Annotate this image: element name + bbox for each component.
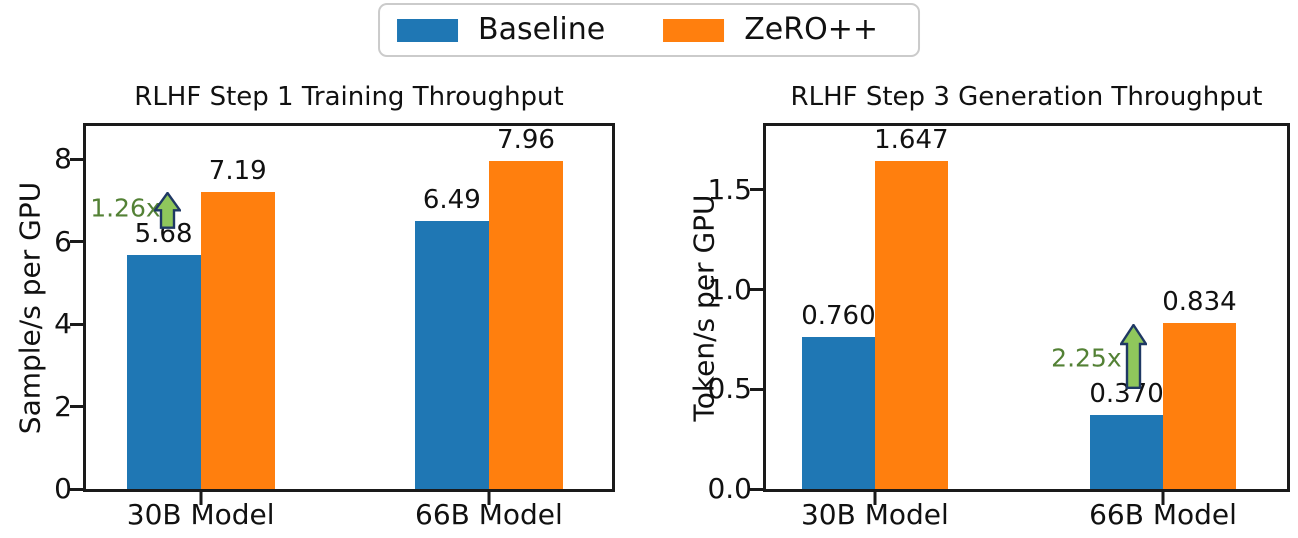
bar-value-label: 1.647 bbox=[874, 124, 949, 155]
plot-area: 0 2 4 6 8 5.68 7.19 30B Model 6.49 7.96 66B Model 1… bbox=[54, 123, 615, 529]
bar-zero-30b-model bbox=[874, 160, 948, 489]
x-tick-label: 66B Model bbox=[1089, 498, 1237, 531]
chart-step3-generation: RLHF Step 3 Generation Throughput Token/… bbox=[650, 75, 1298, 538]
bar-value-label: 6.49 bbox=[422, 185, 481, 216]
y-tick-label: 2 bbox=[54, 389, 72, 423]
y-tick-label: 8 bbox=[54, 142, 72, 175]
y-tick-mark bbox=[750, 387, 763, 391]
y-tick-mark bbox=[70, 487, 83, 491]
baseline-swatch-icon bbox=[397, 18, 459, 42]
chart-title: RLHF Step 1 Training Throughput bbox=[134, 82, 564, 112]
y-tick-mark bbox=[750, 188, 763, 192]
growth-arrow-icon bbox=[1118, 323, 1149, 390]
speedup-annotation: 1.26x bbox=[90, 193, 161, 223]
bar-baseline-30b-model bbox=[801, 337, 875, 489]
bar-baseline-30b-model bbox=[126, 254, 201, 489]
bar-baseline-66b-model bbox=[414, 221, 489, 489]
plot-area: 0.0 0.5 1.0 1.5 0.760 1.647 30B Model 0.370 0.83… bbox=[707, 123, 1290, 529]
bar-value-label: 0.834 bbox=[1162, 286, 1237, 317]
growth-arrow-icon bbox=[152, 191, 182, 230]
bar-zero-30b-model bbox=[200, 192, 275, 489]
x-tick-mark bbox=[487, 492, 491, 505]
y-tick-mark bbox=[750, 288, 763, 292]
bar-zero-66b-model bbox=[1163, 322, 1236, 489]
x-tick-label: 30B Model bbox=[126, 498, 275, 531]
y-tick-label: 1.0 bbox=[707, 272, 752, 306]
y-tick-mark bbox=[750, 487, 763, 491]
legend-label-zeropp: ZeRO++ bbox=[744, 12, 878, 47]
y-tick-label: 6 bbox=[54, 224, 72, 258]
y-tick-mark bbox=[70, 157, 83, 161]
bar-value-label: 0.760 bbox=[801, 301, 876, 332]
x-tick-mark bbox=[873, 492, 877, 505]
y-tick-mark bbox=[70, 322, 83, 326]
legend-item-baseline: Baseline bbox=[397, 15, 605, 45]
legend-label-baseline: Baseline bbox=[478, 12, 606, 47]
y-tick-label: 0.5 bbox=[707, 372, 752, 406]
x-tick-label: 66B Model bbox=[415, 498, 563, 531]
y-tick-label: 0 bbox=[54, 472, 72, 505]
bar-value-label: 7.19 bbox=[208, 156, 267, 187]
y-tick-mark bbox=[70, 240, 83, 243]
zeropp-swatch-icon bbox=[663, 18, 725, 42]
speedup-annotation: 2.25x bbox=[1051, 343, 1122, 373]
chart-title: RLHF Step 3 Generation Throughput bbox=[790, 82, 1263, 112]
y-tick-label: 4 bbox=[54, 307, 72, 340]
chart-step1-training: RLHF Step 1 Training Throughput Sample/s… bbox=[0, 75, 649, 538]
x-tick-label: 30B Model bbox=[800, 498, 949, 531]
bar-zero-66b-model bbox=[488, 160, 564, 489]
y-tick-label: 1.5 bbox=[707, 172, 752, 206]
x-tick-mark bbox=[199, 492, 203, 505]
x-tick-mark bbox=[1161, 492, 1165, 505]
y-tick-label: 0.0 bbox=[707, 472, 752, 505]
bar-value-label: 7.96 bbox=[497, 124, 555, 155]
bar-baseline-66b-model bbox=[1090, 415, 1163, 489]
legend: Baseline ZeRO++ bbox=[378, 3, 920, 57]
y-tick-mark bbox=[70, 405, 83, 408]
y-axis-label: Sample/s per GPU bbox=[13, 181, 47, 435]
legend-item-zeropp: ZeRO++ bbox=[663, 15, 878, 45]
